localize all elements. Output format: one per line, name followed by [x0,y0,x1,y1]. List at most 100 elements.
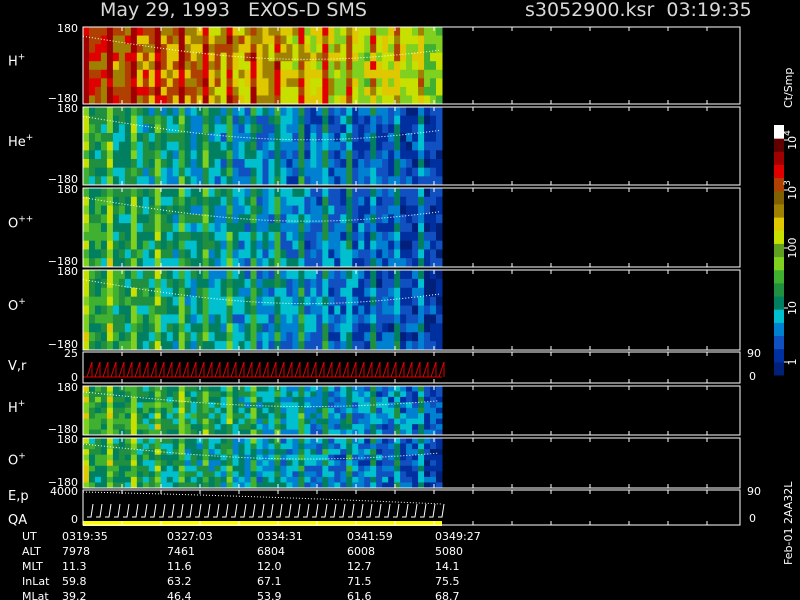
spectrogram-cell [322,95,329,105]
spectrogram-cell [148,270,156,280]
spectrogram-cell [178,305,186,315]
spectrogram-cell [166,107,174,117]
spectrogram-cell [100,95,108,105]
spectrogram-cell [130,429,138,436]
spectrogram-cell [298,240,305,250]
spectrogram-cell [346,407,353,414]
spectrogram-cell [382,482,389,489]
spectrogram-cell [250,323,258,333]
spectrogram-cell [292,107,299,117]
spectrogram-cell [178,124,186,134]
spectrogram-cell [136,124,144,134]
spectrogram-cell [148,240,156,250]
spectrogram-cell [172,424,180,431]
spectrogram-cell [274,402,281,409]
spectrogram-cell [328,418,335,425]
spectrogram-cell [352,482,359,489]
spectrogram-cell [406,438,413,445]
spectrogram-cell [334,471,341,478]
spectrogram-cell [238,141,246,151]
spectrogram-cell [226,438,234,445]
spectrogram-cell [136,52,144,62]
spectrogram-cell [418,323,425,333]
axis-bottom-label: −180 [48,423,78,436]
spectrogram-cell [190,124,198,134]
spectrogram-cell [328,150,335,160]
spectrogram-cell [352,86,359,96]
spectrogram-cell [214,240,222,250]
spectrogram-cell [208,95,216,105]
spectrogram-cell [364,141,371,151]
spectrogram-cell [412,69,419,79]
spectrogram-cell [262,205,269,215]
spectrogram-cell [430,69,437,79]
spectrogram-cell [334,231,341,242]
spectrogram-cell [334,107,341,117]
spectrogram-cell [106,27,114,37]
spectrogram-cell [292,52,299,62]
spectrogram-cell [412,296,419,307]
spectrogram-cell [280,240,287,250]
spectrogram-cell [220,270,228,280]
spectrogram-cell [388,449,395,456]
spectrogram-cell [220,52,228,62]
spectrogram-cell [418,44,425,54]
spectrogram-cell [190,438,198,445]
colorbar-step [774,361,784,376]
spectrogram-cell [100,86,108,96]
spectrogram-cell [376,196,383,207]
spectrogram-cell [214,176,222,186]
spectrogram-cell [166,159,174,169]
spectrogram-cell [94,438,102,445]
spectrogram-cell [130,407,138,414]
spectrogram-cell [346,391,353,398]
spectrogram-cell [304,287,311,298]
spectrogram-cell [334,86,341,96]
spectrogram-cell [310,413,317,420]
spectrogram-cell [160,69,168,79]
spectrogram-cell [328,205,335,215]
spectrogram-cell [376,78,383,88]
spectrogram-cell [298,61,305,71]
spectrogram-cell [238,95,246,105]
spectrogram-cell [412,402,419,409]
spectrogram-cell [268,124,275,134]
spectrogram-cell [250,305,258,315]
spectrogram-cell [94,443,102,450]
spectrogram-cell [328,141,335,151]
spectrogram-cell [286,323,293,333]
spectrogram-cell [358,95,365,105]
spectrogram-cell [184,69,192,79]
spectrogram-cell [298,418,305,425]
spectrogram-cell [418,231,425,242]
spectrogram-cell [208,443,216,450]
spectrogram-cell [154,443,162,450]
spectrogram-cell [334,296,341,307]
spectrogram-cell [112,323,120,333]
spectrogram-cell [286,460,293,467]
spectrogram-cell [430,471,437,478]
spectrogram-cell [358,323,365,333]
spectrogram-cell [376,449,383,456]
spectrogram-cell [394,332,401,342]
spectrogram-cell [220,413,228,420]
spectrogram-cell [208,107,216,117]
spectrogram-cell [262,188,269,198]
spectrogram-cell [406,196,413,207]
spectrogram-cell [388,196,395,207]
spectrogram-cell [256,314,263,324]
spectrogram-cell [106,407,114,414]
spectrogram-cell [106,258,114,268]
spectrogram-cell [256,482,263,489]
spectrogram-cell [256,429,263,436]
spectrogram-cell [178,438,186,445]
spectrogram-cell [226,407,234,414]
spectrogram-cell [292,133,299,143]
spectrogram-cell [112,429,120,436]
colorbar-step [774,296,784,310]
spectrogram-cell [106,52,114,62]
spectrogram-cell [322,418,329,425]
spectrogram-cell [328,305,335,315]
spectrogram-cell [232,61,240,71]
spectrogram-cell [190,86,198,96]
